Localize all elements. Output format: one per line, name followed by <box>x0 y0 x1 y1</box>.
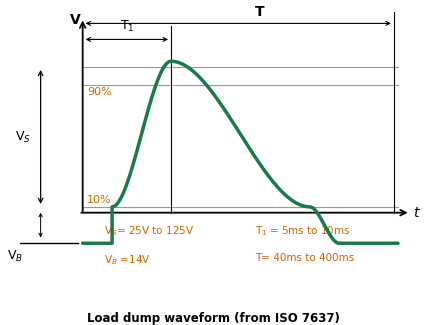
Text: V$_B$: V$_B$ <box>7 249 23 264</box>
Text: V$_B$ =14V: V$_B$ =14V <box>104 254 150 267</box>
Text: Load dump waveform (from ISO 7637): Load dump waveform (from ISO 7637) <box>86 312 340 325</box>
Text: T= 40ms to 400ms: T= 40ms to 400ms <box>255 254 354 264</box>
Text: T: T <box>254 5 264 19</box>
Text: T$_1$ = 5ms to 10ms: T$_1$ = 5ms to 10ms <box>255 224 351 238</box>
Text: 10%: 10% <box>87 195 112 205</box>
Text: 90%: 90% <box>87 87 112 98</box>
Text: t: t <box>413 206 418 220</box>
Text: V$_S$= 25V to 125V: V$_S$= 25V to 125V <box>104 224 194 238</box>
Text: V: V <box>70 13 81 27</box>
Text: V$_S$: V$_S$ <box>15 129 32 145</box>
Text: T$_1$: T$_1$ <box>120 19 134 33</box>
